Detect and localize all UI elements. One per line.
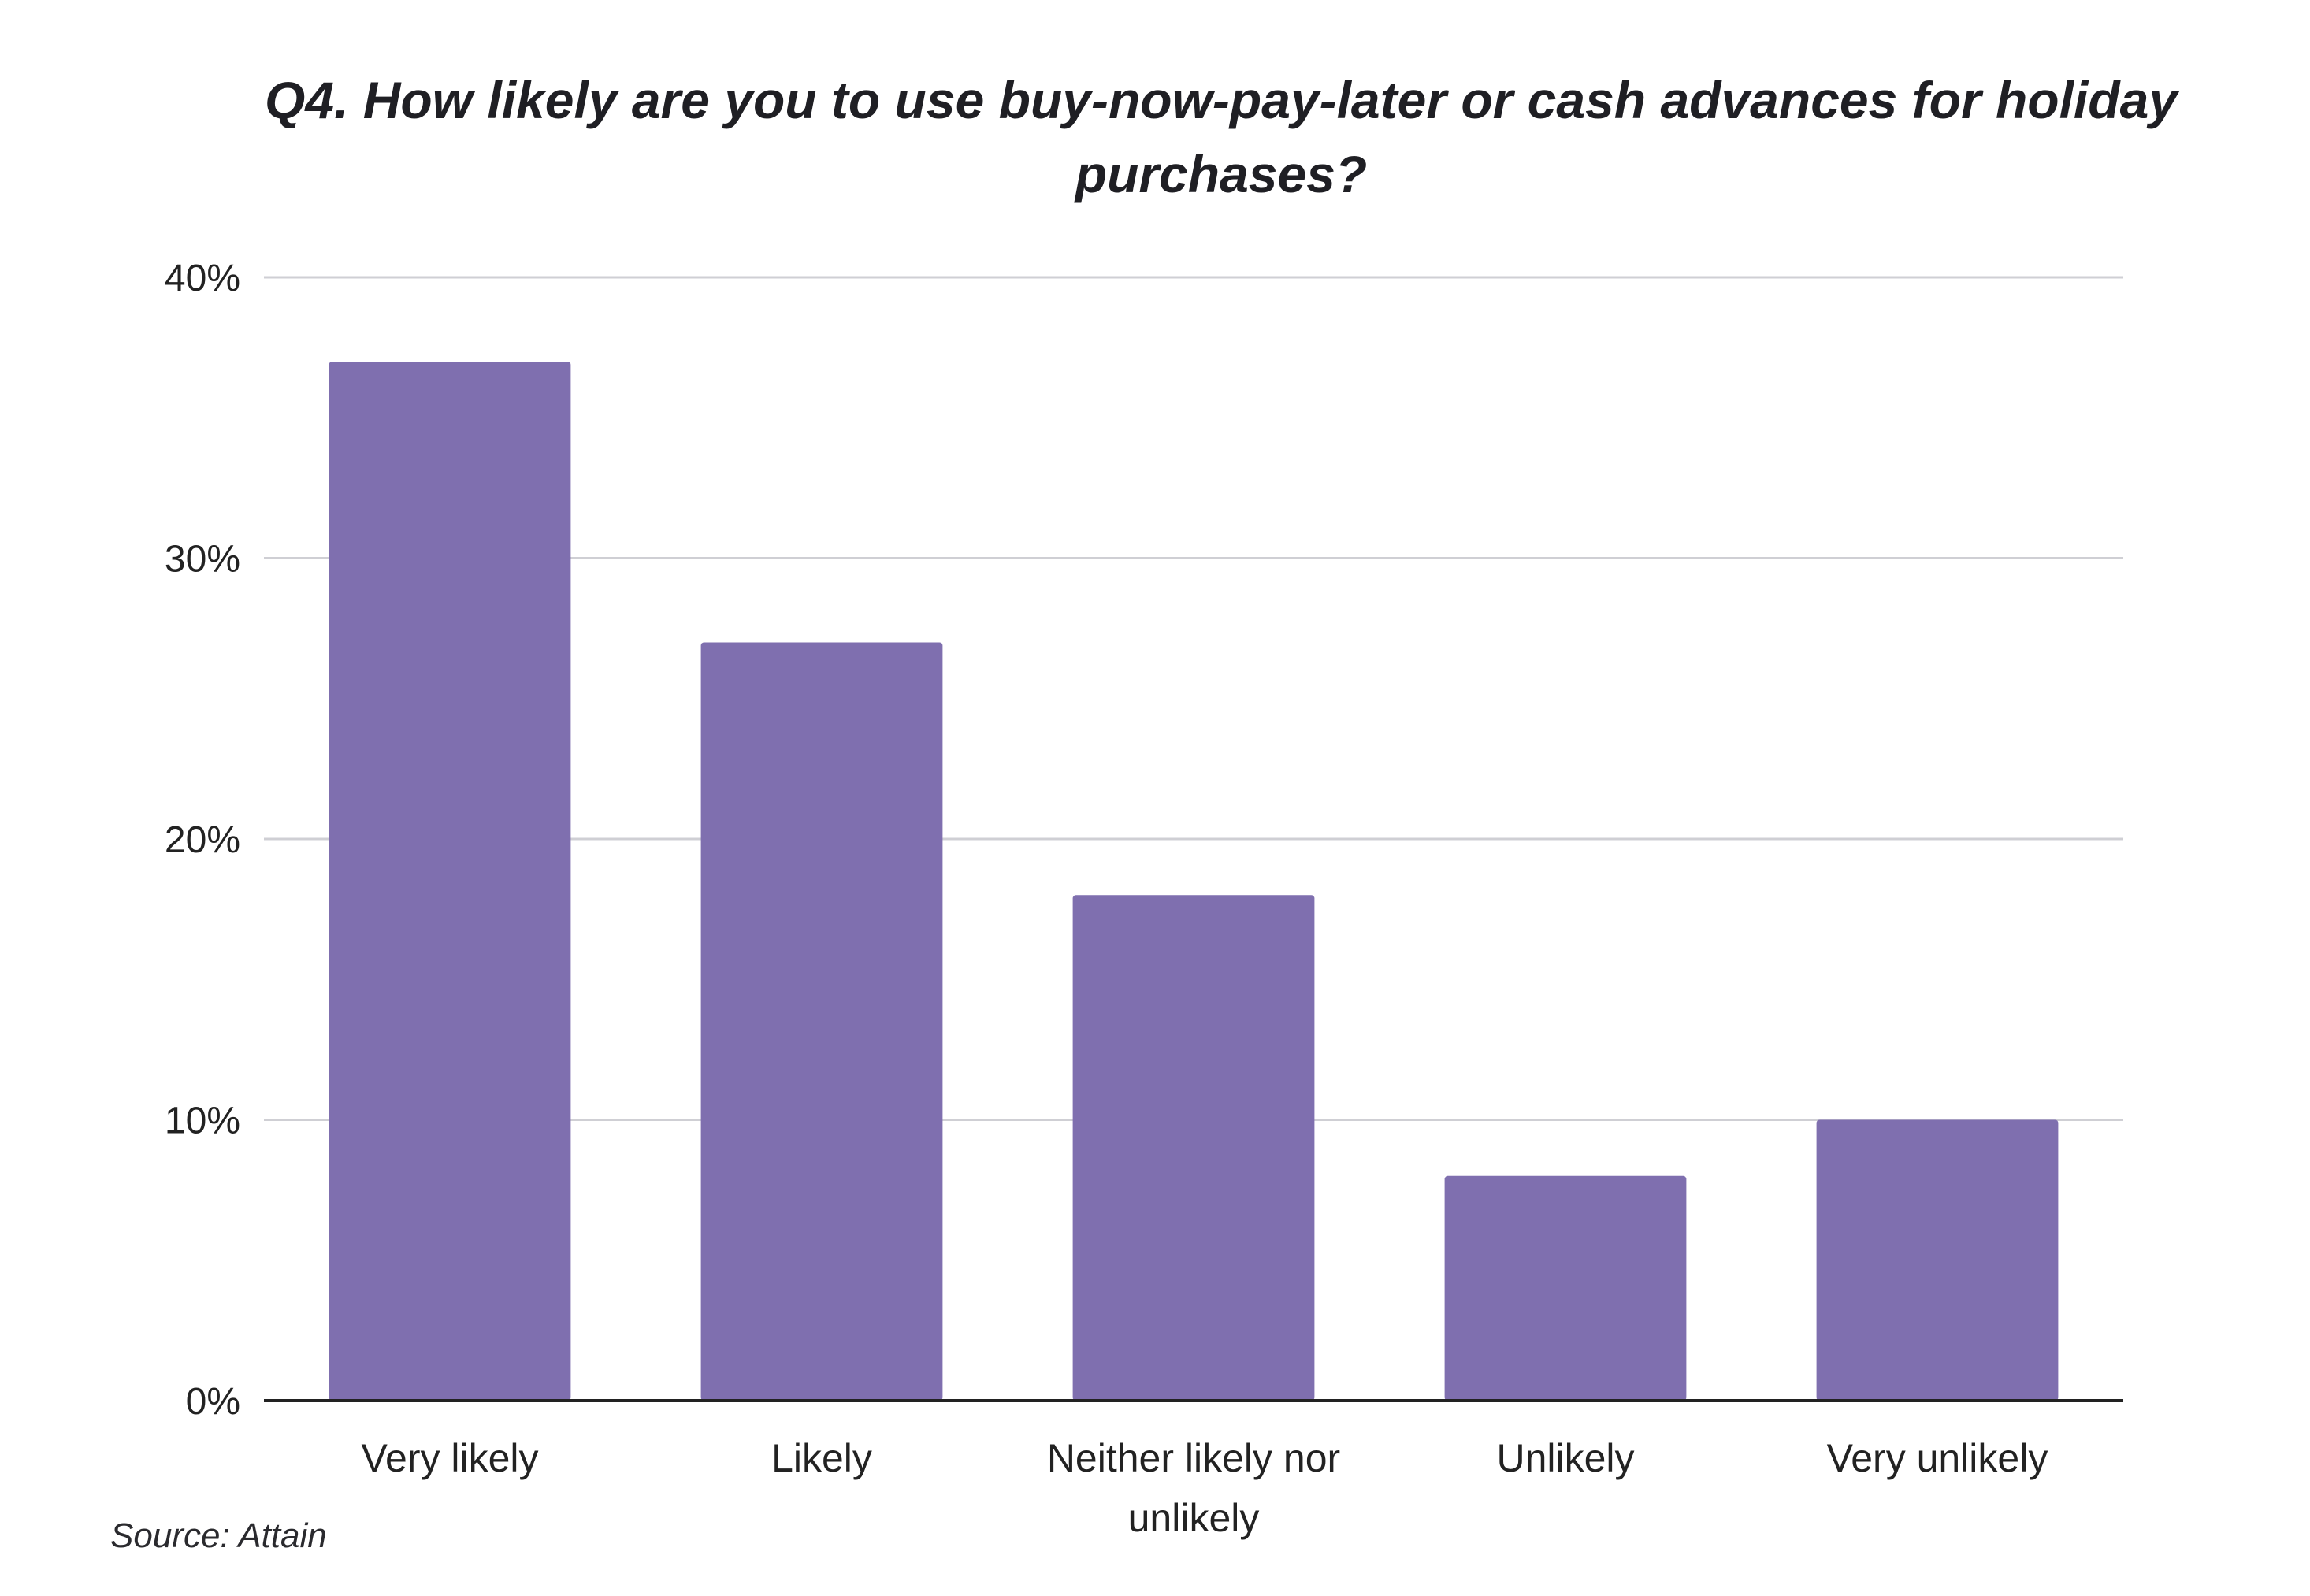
bar-very-unlikely	[1816, 1119, 2059, 1401]
x-axis-labels: Very likely Likely Neither likely nor unlik…	[361, 1436, 2048, 1540]
bar-likely	[700, 642, 943, 1401]
y-tick-label: 10%	[165, 1100, 240, 1142]
source-note: Source: Attain	[110, 1516, 327, 1555]
x-category-label: Very unlikely	[1827, 1436, 2048, 1480]
y-tick-label: 20%	[165, 819, 240, 861]
bar-neither-likely-nor-unlikely	[1072, 895, 1315, 1401]
x-category-label: Unlikely	[1496, 1436, 1634, 1480]
y-tick-label: 40%	[165, 258, 240, 299]
y-axis-ticks: 0% 10% 20% 30% 40%	[165, 258, 240, 1423]
y-tick-label: 0%	[186, 1381, 240, 1423]
bar-unlikely	[1444, 1175, 1687, 1401]
bar-very-likely	[329, 361, 571, 1401]
bars	[329, 361, 2059, 1401]
chart-title: Q4. How likely are you to use buy-now-pa…	[264, 71, 2178, 203]
y-tick-label: 30%	[165, 539, 240, 581]
x-category-label: Very likely	[361, 1436, 538, 1480]
x-category-label: Likely	[771, 1436, 872, 1480]
x-category-label: Neither likely nor unlikely	[1047, 1436, 1340, 1540]
